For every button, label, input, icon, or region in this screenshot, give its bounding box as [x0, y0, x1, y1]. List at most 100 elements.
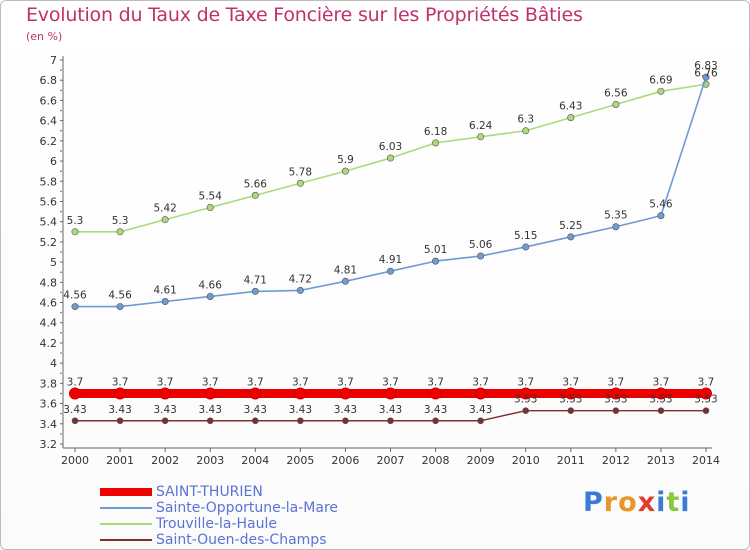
- y-tick-label: 5.4: [40, 216, 58, 229]
- data-label: 4.56: [63, 290, 87, 302]
- data-point: [609, 387, 622, 400]
- data-point: [251, 191, 259, 199]
- y-tick-label: 4.6: [40, 297, 58, 310]
- y-tick-label: 4.2: [40, 337, 58, 350]
- y-tick-label: 7: [50, 54, 57, 67]
- data-label: 3.53: [604, 394, 627, 406]
- y-minor-tick: [60, 311, 62, 314]
- data-label: 3.53: [559, 394, 582, 406]
- data-label: 6.24: [469, 120, 493, 132]
- data-point: [429, 387, 442, 400]
- x-tick-label: 2011: [557, 454, 585, 467]
- data-point: [522, 243, 530, 251]
- data-label: 5.42: [153, 203, 176, 215]
- data-point: [567, 407, 575, 414]
- logo-letter: t: [666, 487, 681, 518]
- data-point: [206, 417, 214, 425]
- data-label: 5.54: [199, 191, 223, 203]
- data-label: 5.3: [67, 215, 84, 227]
- legend-item-sainte-opportune-la-mare: Sainte-Opportune-la-Mare: [100, 500, 400, 516]
- data-label: 6.03: [379, 141, 402, 153]
- data-label: 3.43: [63, 404, 86, 416]
- x-tick-label: 2012: [602, 454, 630, 467]
- data-point: [206, 204, 214, 212]
- legend-label: Saint-Ouen-des-Champs: [156, 532, 327, 548]
- data-label: 3.7: [202, 376, 219, 388]
- data-label: 3.43: [334, 404, 357, 416]
- data-point: [477, 252, 485, 260]
- legend-label: Sainte-Opportune-la-Mare: [156, 500, 339, 516]
- data-label: 5.35: [604, 210, 627, 222]
- y-minor-tick: [60, 150, 62, 152]
- data-point: [432, 417, 439, 425]
- data-label: 3.7: [247, 376, 264, 388]
- data-label: 3.43: [108, 404, 131, 416]
- data-point: [474, 387, 487, 400]
- data-label: 3.7: [292, 376, 309, 388]
- data-label: 6.76: [694, 67, 718, 79]
- data-label: 5.3: [112, 215, 129, 227]
- data-point: [386, 267, 394, 275]
- y-tick-label: 6.4: [40, 115, 58, 128]
- data-point: [654, 387, 667, 400]
- x-tick-label: 2001: [106, 454, 134, 467]
- data-label: 4.71: [244, 274, 267, 286]
- data-label: 6.56: [604, 87, 628, 99]
- y-minor-tick: [60, 352, 62, 354]
- data-point: [161, 216, 169, 224]
- data-label: 3.43: [199, 404, 222, 416]
- data-label: 3.53: [514, 394, 537, 406]
- data-label: 3.7: [608, 376, 625, 388]
- data-label: 3.7: [653, 376, 670, 388]
- data-point: [612, 100, 620, 108]
- data-label: 6.3: [517, 114, 534, 126]
- data-point: [251, 287, 259, 295]
- data-point: [657, 87, 665, 95]
- y-minor-tick: [60, 69, 62, 71]
- y-tick-label: 5.6: [40, 195, 58, 208]
- data-point: [657, 407, 665, 414]
- data-label: 5.15: [514, 230, 537, 242]
- data-label: 3.7: [472, 376, 489, 388]
- x-tick-label: 2003: [196, 454, 224, 467]
- data-point: [71, 417, 79, 425]
- y-tick-label: 4: [50, 357, 57, 370]
- y-tick-label: 3.6: [40, 398, 58, 411]
- x-tick-label: 2008: [422, 454, 450, 467]
- x-tick-label: 2004: [241, 454, 269, 467]
- legend-swatch: [100, 523, 152, 525]
- data-label: 5.01: [424, 244, 447, 256]
- y-minor-tick: [60, 392, 62, 395]
- data-label: 4.81: [334, 264, 357, 276]
- y-minor-tick: [60, 332, 62, 334]
- data-point: [564, 387, 577, 400]
- data-label: 3.43: [379, 404, 402, 416]
- y-minor-tick: [60, 291, 62, 294]
- logo-letter: r: [603, 487, 619, 518]
- data-point: [71, 228, 79, 236]
- data-point: [296, 179, 304, 187]
- data-point: [297, 417, 304, 425]
- legend-swatch: [100, 507, 152, 509]
- legend: SAINT-THURIEN Sainte-Opportune-la-Mare T…: [100, 484, 400, 548]
- data-label: 6.83: [694, 60, 717, 72]
- x-tick-label: 2002: [151, 454, 179, 467]
- x-tick-label: 2010: [512, 454, 540, 467]
- data-label: 3.43: [153, 404, 176, 416]
- data-point: [477, 133, 485, 141]
- data-point: [296, 286, 304, 294]
- legend-item-saint-ouen-des-champs: Saint-Ouen-des-Champs: [100, 532, 400, 548]
- y-tick-label: 6.6: [40, 94, 58, 107]
- x-tick-label: 2006: [331, 454, 359, 467]
- data-point: [702, 73, 710, 81]
- legend-label: Trouville-la-Haule: [156, 516, 278, 532]
- data-point: [386, 154, 394, 162]
- data-label: 5.66: [244, 178, 268, 190]
- data-label: 4.56: [108, 290, 132, 302]
- data-point: [294, 387, 307, 400]
- data-point: [567, 233, 575, 241]
- data-point: [519, 387, 532, 400]
- logo-letter: i: [656, 487, 667, 518]
- data-label: 3.7: [517, 376, 534, 388]
- unit-label: (en %): [26, 30, 63, 43]
